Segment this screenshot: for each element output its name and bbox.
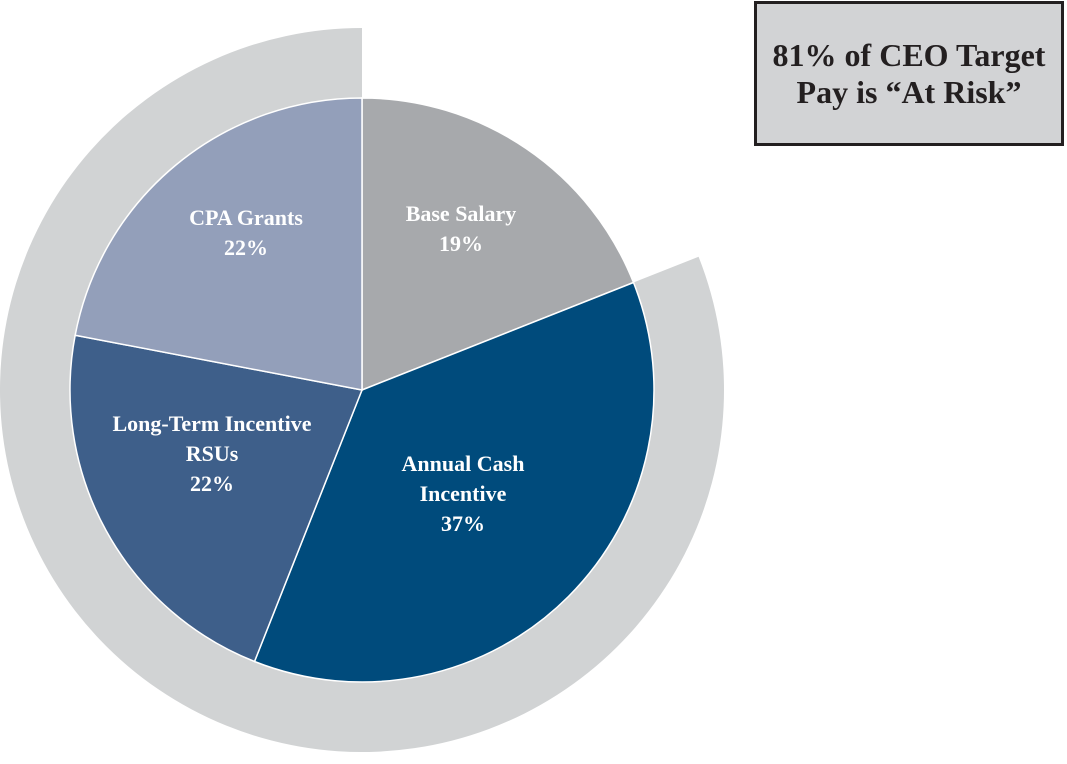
pie-slice-label: Annual Cash Incentive 37% xyxy=(402,451,525,536)
at-risk-callout-text: 81% of CEO Target Pay is “At Risk” xyxy=(772,36,1046,110)
pie-slice-name: CPA Grants xyxy=(189,205,303,230)
pie-labels: Base Salary 19% Annual Cash Incentive 37% Lon… xyxy=(112,201,524,536)
pie-slices xyxy=(69,97,655,683)
pie-slice xyxy=(69,334,364,663)
pie-slice-percent: 37% xyxy=(441,511,485,536)
pie-slice-percent: 22% xyxy=(190,471,234,496)
pie-slice-name: RSUs xyxy=(186,441,239,466)
pie-slice-label: Long-Term Incentive RSUs 22% xyxy=(112,411,311,496)
pie-slice-name: Incentive xyxy=(420,481,507,506)
at-risk-callout-box: 81% of CEO Target Pay is “At Risk” xyxy=(754,1,1064,146)
pie-slice xyxy=(74,97,363,391)
pie-slice-name: Base Salary xyxy=(406,201,517,226)
pie-slice xyxy=(361,97,635,392)
pie-slice-percent: 22% xyxy=(224,235,268,260)
pie-slice-label: Base Salary 19% xyxy=(406,201,517,256)
pie-slice-label: CPA Grants 22% xyxy=(189,205,303,260)
pie-slice-name: Long-Term Incentive xyxy=(112,411,311,436)
pie-slice-name: Annual Cash xyxy=(402,451,525,476)
pie-slice-percent: 19% xyxy=(439,231,483,256)
pie-slice xyxy=(253,281,655,683)
